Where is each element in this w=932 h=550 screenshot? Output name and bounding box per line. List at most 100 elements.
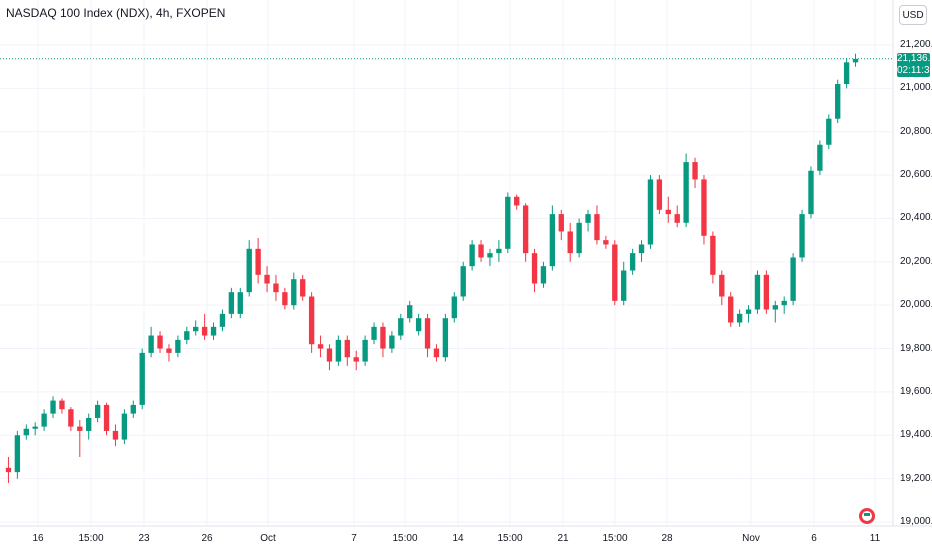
candle	[594, 205, 600, 245]
x-tick-label: 23	[138, 533, 150, 544]
candle	[148, 326, 154, 358]
candle-body	[228, 292, 235, 314]
candle	[300, 274, 306, 301]
candle-body	[326, 348, 333, 362]
candle-body	[621, 270, 627, 301]
candle-body	[184, 331, 190, 340]
candle	[273, 274, 279, 301]
candle	[184, 326, 190, 345]
candle	[692, 157, 698, 189]
x-tick-label: 15:00	[602, 533, 628, 544]
candle	[398, 313, 404, 340]
candle	[665, 196, 671, 223]
candle-body	[799, 214, 805, 258]
x-tick-label: 7	[351, 533, 357, 544]
candle	[41, 409, 47, 431]
candle-body	[380, 326, 386, 349]
candle	[817, 140, 823, 176]
candle	[701, 175, 707, 245]
candle	[68, 407, 74, 431]
y-tick-label: 21,000.0	[900, 82, 932, 94]
candle-body	[674, 214, 680, 223]
candle	[228, 287, 235, 319]
candle-body	[362, 339, 368, 362]
x-tick-label: 6	[811, 533, 817, 544]
candle-body	[68, 409, 74, 427]
candle-body	[353, 357, 359, 362]
candle	[469, 240, 475, 271]
candle	[175, 335, 181, 358]
candle	[576, 218, 582, 258]
candle	[487, 248, 493, 267]
candle-body	[817, 144, 823, 171]
candle-body	[647, 179, 654, 245]
candle	[522, 203, 529, 262]
candle-body	[558, 214, 564, 232]
candle-body	[407, 305, 413, 319]
candle-body	[451, 296, 457, 319]
x-tick-label: 11	[869, 533, 881, 544]
candle	[201, 313, 208, 340]
candle-body	[112, 430, 119, 440]
candle-body	[638, 244, 645, 254]
y-tick-label: 19,400.0	[900, 429, 932, 441]
candle	[237, 287, 243, 319]
candle	[389, 331, 395, 353]
candle-body	[32, 426, 38, 429]
candle	[585, 209, 591, 232]
y-tick-label: 20,400.0	[900, 212, 932, 224]
candle-body	[763, 274, 770, 310]
candle	[567, 222, 573, 262]
candle-body	[665, 209, 671, 215]
candle-body	[59, 400, 65, 410]
candle	[790, 253, 796, 306]
candle	[139, 348, 145, 410]
candle	[852, 53, 859, 67]
candle	[23, 424, 29, 440]
currency-button[interactable]: USD	[899, 5, 927, 25]
candle-body	[130, 404, 136, 414]
candle-body	[433, 348, 440, 358]
candle-body	[282, 292, 288, 306]
candle-body	[50, 400, 56, 414]
candle	[835, 79, 841, 124]
candle	[754, 270, 761, 314]
candle	[317, 335, 324, 358]
candle-body	[415, 318, 422, 332]
candle	[371, 322, 377, 345]
candle-body	[612, 244, 618, 301]
candle	[121, 409, 128, 444]
candle-body	[237, 292, 243, 314]
candle	[112, 424, 119, 447]
logo-inner	[862, 511, 872, 521]
candle	[433, 344, 440, 362]
candle	[335, 335, 342, 366]
x-tick-label: 28	[661, 533, 673, 544]
tradingview-logo-icon[interactable]	[859, 508, 875, 524]
x-tick-label: 16	[32, 533, 44, 544]
candle-body	[808, 170, 814, 215]
x-tick-label: 15:00	[392, 533, 418, 544]
candle-body	[469, 244, 475, 267]
candle	[424, 313, 431, 358]
candle-body	[478, 244, 484, 258]
candle-body	[219, 313, 226, 327]
candle-body	[166, 348, 172, 353]
candle-body	[852, 58, 859, 63]
candle-body	[522, 205, 529, 254]
candle-body	[692, 162, 698, 180]
candle	[728, 292, 734, 327]
candle-body	[549, 214, 556, 267]
candle	[719, 270, 725, 306]
candle-body	[255, 248, 261, 275]
candle	[638, 240, 645, 262]
x-tick-label: 15:00	[497, 533, 523, 544]
candle	[344, 335, 350, 366]
candle-body	[175, 339, 181, 353]
candle-body	[719, 274, 725, 297]
candle-body	[531, 253, 538, 284]
candle	[781, 296, 787, 314]
candle-body	[835, 84, 841, 119]
candle-body	[193, 326, 199, 332]
